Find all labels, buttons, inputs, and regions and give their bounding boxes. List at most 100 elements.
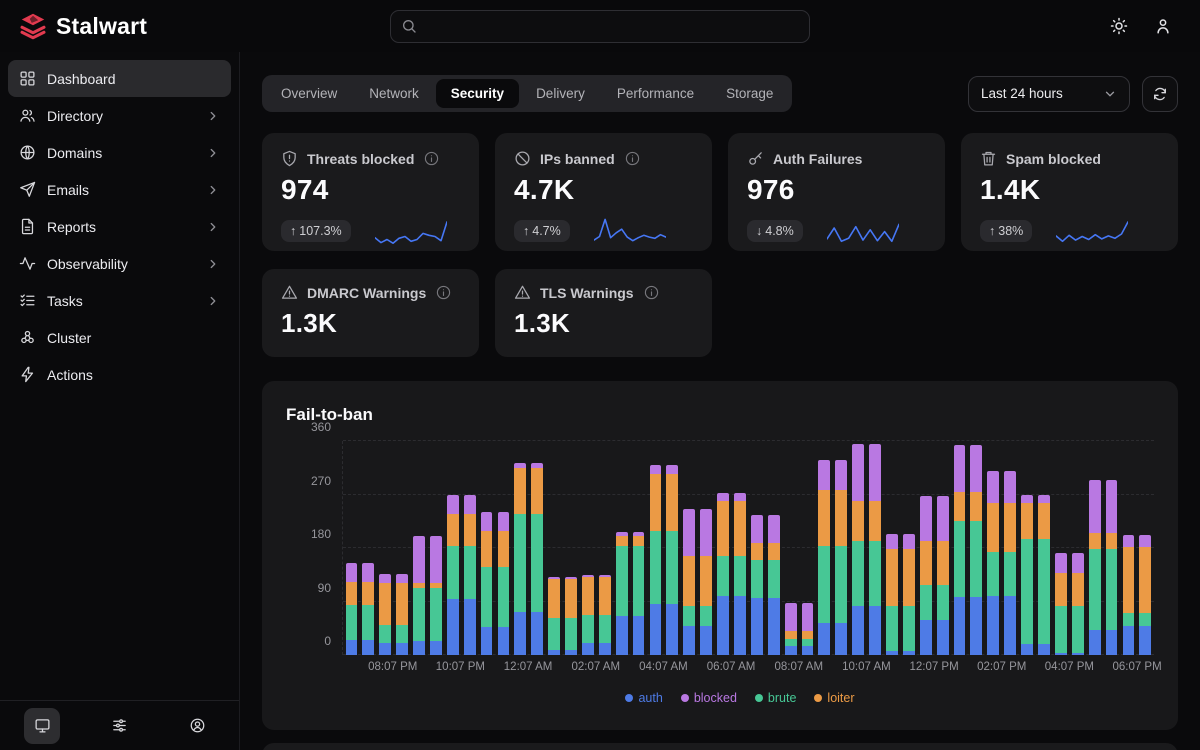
stacked-bar[interactable] <box>649 465 662 655</box>
stacked-bar[interactable] <box>683 509 696 655</box>
legend-item-brute[interactable]: brute <box>754 691 796 705</box>
segment-auth <box>1122 625 1135 655</box>
segment-auth <box>886 651 898 655</box>
segment-brute <box>869 541 881 607</box>
stacked-bar[interactable] <box>869 443 881 655</box>
app-logo[interactable]: Stalwart <box>18 11 240 41</box>
stacked-bar[interactable] <box>953 445 966 655</box>
stacked-bar[interactable] <box>767 514 780 655</box>
info-icon[interactable] <box>624 150 641 167</box>
stacked-bar[interactable] <box>514 463 527 655</box>
stacked-bar[interactable] <box>446 494 459 655</box>
stacked-bar[interactable] <box>379 573 392 655</box>
stacked-bar[interactable] <box>463 494 476 655</box>
tab-performance[interactable]: Performance <box>602 79 709 108</box>
account-button[interactable] <box>1154 17 1172 35</box>
stacked-bar[interactable] <box>565 577 577 655</box>
legend-item-auth[interactable]: auth <box>625 691 663 705</box>
stacked-bar[interactable] <box>902 533 915 655</box>
grid-icon <box>19 70 36 87</box>
stacked-bar[interactable] <box>919 495 932 655</box>
stacked-bar[interactable] <box>801 603 814 655</box>
segment-blocked <box>683 509 696 557</box>
sidebar-item-dashboard[interactable]: Dashboard <box>8 60 231 97</box>
stacked-bar[interactable] <box>936 495 949 655</box>
segment-auth <box>835 622 848 655</box>
stacked-bar[interactable] <box>1105 480 1118 655</box>
segment-auth <box>429 641 442 655</box>
search-input[interactable] <box>425 18 799 34</box>
tab-delivery[interactable]: Delivery <box>521 79 600 108</box>
segment-auth <box>649 603 662 655</box>
stacked-bar[interactable] <box>700 509 713 655</box>
stacked-bar[interactable] <box>734 492 746 655</box>
user-circle-button[interactable] <box>179 708 215 744</box>
segment-brute <box>446 545 459 599</box>
stacked-bar[interactable] <box>362 563 375 655</box>
stacked-bar[interactable] <box>396 573 409 655</box>
refresh-button[interactable] <box>1142 75 1178 112</box>
stacked-bar[interactable] <box>1004 471 1017 655</box>
stacked-bar[interactable] <box>413 535 425 655</box>
stacked-bar[interactable] <box>970 445 983 655</box>
stacked-bar[interactable] <box>531 463 544 655</box>
stacked-bar[interactable] <box>1088 480 1101 655</box>
chevron-right-icon <box>206 220 220 234</box>
stacked-bar[interactable] <box>1054 552 1067 655</box>
stacked-bar[interactable] <box>784 603 797 655</box>
segment-loiter <box>666 473 679 532</box>
stacked-bar[interactable] <box>1139 534 1152 655</box>
stacked-bar[interactable] <box>615 531 628 655</box>
info-icon[interactable] <box>435 284 452 301</box>
stacked-bar[interactable] <box>632 531 645 655</box>
stacked-bar[interactable] <box>818 460 831 655</box>
sidebar-item-observability[interactable]: Observability <box>8 245 231 282</box>
segment-blocked <box>1088 480 1101 534</box>
sidebar-item-domains[interactable]: Domains <box>8 134 231 171</box>
sidebar-item-reports[interactable]: Reports <box>8 208 231 245</box>
segment-brute <box>362 605 375 640</box>
bar-slot <box>917 441 934 655</box>
info-icon[interactable] <box>423 150 440 167</box>
tab-storage[interactable]: Storage <box>711 79 788 108</box>
legend-item-loiter[interactable]: loiter <box>814 691 855 705</box>
stacked-bar[interactable] <box>886 533 898 655</box>
stacked-bar[interactable] <box>1071 552 1084 655</box>
stacked-bar[interactable] <box>852 443 865 655</box>
stacked-bar[interactable] <box>582 574 594 655</box>
stacked-bar[interactable] <box>345 563 358 655</box>
stacked-bar[interactable] <box>835 460 848 655</box>
stacked-bar[interactable] <box>717 492 729 655</box>
segment-auth <box>717 596 729 655</box>
sidebar-item-directory[interactable]: Directory <box>8 97 231 134</box>
stacked-bar[interactable] <box>1122 534 1135 655</box>
monitor-button[interactable] <box>24 707 60 744</box>
time-range-select[interactable]: Last 24 hours <box>968 75 1130 112</box>
segment-blocked <box>514 463 527 468</box>
stacked-bar[interactable] <box>429 535 442 655</box>
segment-brute <box>598 614 611 644</box>
search-box[interactable] <box>390 9 810 43</box>
sidebar-item-tasks[interactable]: Tasks <box>8 282 231 319</box>
stacked-bar[interactable] <box>598 574 611 655</box>
sidebar-item-emails[interactable]: Emails <box>8 171 231 208</box>
legend-item-blocked[interactable]: blocked <box>680 691 737 705</box>
sidebar-item-cluster[interactable]: Cluster <box>8 319 231 356</box>
stacked-bar[interactable] <box>480 511 493 655</box>
stacked-bar[interactable] <box>548 577 561 655</box>
stacked-bar[interactable] <box>1038 494 1050 655</box>
theme-toggle-button[interactable] <box>1110 17 1128 35</box>
sliders-button[interactable] <box>102 708 138 744</box>
stacked-bar[interactable] <box>497 511 510 655</box>
segment-auth <box>666 603 679 655</box>
info-icon[interactable] <box>643 284 660 301</box>
tab-network[interactable]: Network <box>354 79 434 108</box>
stacked-bar[interactable] <box>1021 494 1033 655</box>
stacked-bar[interactable] <box>750 514 763 655</box>
sidebar-item-actions[interactable]: Actions <box>8 356 231 393</box>
x-axis-tick: 12:07 AM <box>503 661 553 673</box>
tab-security[interactable]: Security <box>435 79 520 108</box>
stacked-bar[interactable] <box>666 465 679 655</box>
tab-overview[interactable]: Overview <box>266 79 352 108</box>
stacked-bar[interactable] <box>987 471 1000 655</box>
